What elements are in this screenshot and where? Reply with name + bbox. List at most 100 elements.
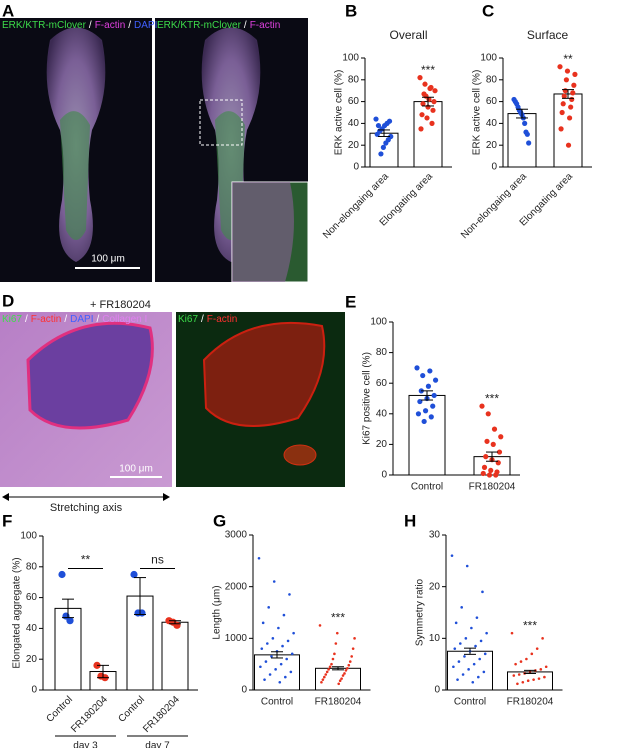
data-point — [470, 626, 473, 630]
data-point — [544, 665, 548, 669]
data-point — [428, 414, 434, 420]
y-axis-label: Length (μm) — [212, 585, 223, 639]
data-point — [516, 682, 519, 686]
bar — [161, 621, 189, 691]
data-point — [535, 647, 539, 650]
y-tick-label: 20 — [486, 140, 498, 151]
x-tick-label: Non-elongaing area — [321, 171, 391, 241]
error-bar — [97, 664, 109, 679]
error-bar — [271, 651, 283, 659]
bar — [408, 394, 446, 476]
data-point — [259, 665, 262, 669]
data-point — [457, 660, 461, 663]
data-point — [471, 680, 475, 684]
y-tick-label: 100 — [370, 317, 387, 328]
data-point — [486, 472, 493, 478]
data-point — [414, 365, 420, 371]
panel-letter: G — [213, 511, 226, 530]
data-point — [338, 679, 342, 682]
data-point — [484, 438, 490, 444]
bar — [413, 101, 443, 168]
data-point — [452, 665, 455, 669]
data-point — [571, 82, 577, 88]
data-point — [419, 112, 425, 118]
y-tick-label: 20 — [376, 439, 388, 450]
zoom-box — [199, 99, 243, 146]
y-tick-label: 60 — [376, 378, 388, 389]
data-point — [267, 606, 270, 609]
x-tick-label: FR180204 — [469, 482, 516, 493]
significance: *** — [523, 618, 537, 632]
y-tick-label: 40 — [376, 408, 388, 419]
data-point — [565, 142, 572, 148]
data-point — [479, 403, 485, 409]
data-point — [481, 590, 484, 594]
label-part: ERK/KTR-mClover — [157, 20, 242, 31]
x-tick-label: FR180204 — [507, 697, 554, 708]
data-point — [561, 93, 567, 99]
data-point — [289, 670, 293, 674]
label-part: DAPI — [134, 20, 157, 31]
data-point — [572, 71, 578, 77]
label-part: F-actin — [207, 314, 238, 325]
data-point — [383, 140, 389, 146]
significance: ** — [81, 553, 91, 567]
label-part: ERK/KTR-mClover — [2, 20, 87, 31]
error-bar — [422, 96, 434, 107]
y-tick-label: 0 — [353, 162, 359, 173]
data-point — [517, 673, 521, 676]
data-point — [264, 660, 268, 663]
data-point — [420, 372, 426, 379]
data-point — [563, 77, 570, 83]
error-bar — [524, 669, 536, 674]
data-point — [488, 467, 494, 474]
data-point — [415, 411, 422, 417]
y-tick-label: 60 — [486, 96, 498, 107]
data-point — [526, 140, 532, 146]
data-point — [491, 426, 498, 432]
label-part: / — [244, 20, 247, 31]
error-bar — [516, 108, 528, 119]
data-point — [483, 652, 487, 656]
panel-letter: A — [2, 1, 14, 20]
data-point — [498, 434, 504, 440]
significance: ** — [563, 52, 573, 66]
data-point — [569, 96, 575, 103]
x-tick-label: Control — [454, 697, 486, 708]
error-bar — [464, 647, 476, 655]
y-axis-label: Ki67 positive cell (%) — [362, 352, 373, 445]
image-label: Ki67/F-actin — [178, 314, 237, 325]
label-part: Ki67 — [178, 314, 198, 325]
label-part: / — [128, 20, 131, 31]
data-point — [268, 673, 272, 676]
data-point — [422, 81, 428, 87]
data-point — [453, 647, 457, 650]
data-point — [173, 621, 181, 629]
data-point — [66, 617, 74, 625]
data-point — [557, 64, 563, 70]
data-point — [465, 564, 469, 568]
data-point — [568, 104, 574, 110]
data-point — [562, 88, 568, 94]
axis-caption: Stretching axis — [50, 502, 123, 514]
y-axis-label: Elongated aggregate (%) — [12, 557, 23, 668]
data-point — [286, 639, 290, 643]
y-tick-label: 0 — [434, 685, 440, 696]
data-point — [490, 441, 496, 447]
data-point — [514, 662, 517, 666]
group-label: day 7 — [145, 741, 170, 748]
data-point — [570, 90, 576, 96]
image-label: ERK/KTR-mClover / F-actin / DAPI — [2, 20, 157, 31]
organoid-core — [60, 111, 90, 240]
data-point — [432, 88, 438, 94]
label-part: Collagen I — [102, 314, 147, 325]
data-point — [282, 613, 286, 617]
error-bar — [486, 451, 498, 462]
data-point — [429, 120, 435, 126]
data-point — [431, 99, 437, 105]
y-tick-label: 40 — [348, 118, 360, 129]
data-point — [450, 554, 454, 557]
y-tick-label: 80 — [486, 74, 498, 85]
data-point — [277, 626, 280, 630]
data-point — [564, 68, 571, 74]
